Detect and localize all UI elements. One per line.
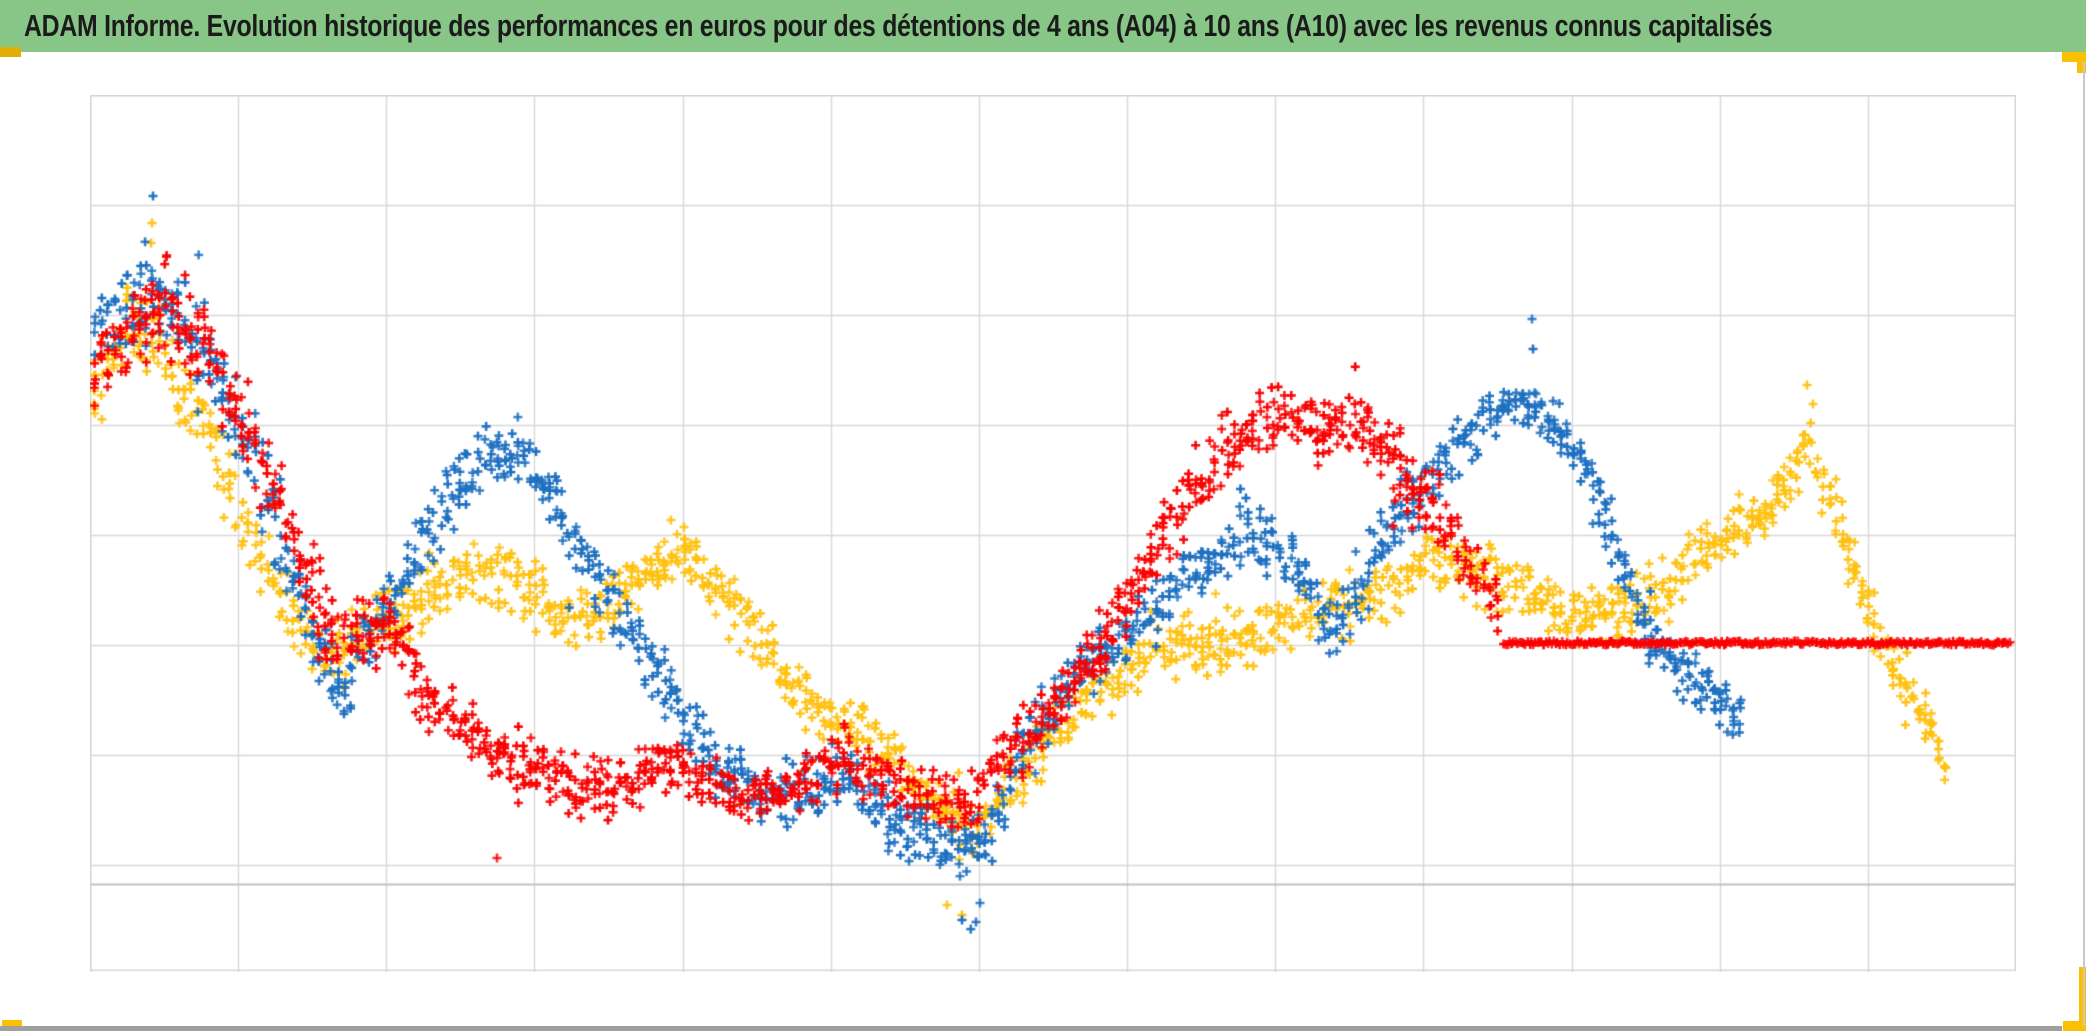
corner-mark-bottom-right-vertical xyxy=(2079,967,2086,1023)
chart-title: ADAM Informe. Evolution historique des p… xyxy=(24,8,1773,43)
right-edge-line xyxy=(2083,62,2085,1026)
chart-title-bar: ADAM Informe. Evolution historique des p… xyxy=(0,0,2086,52)
corner-mark-top-right-horizontal xyxy=(2062,52,2086,62)
corner-mark-top-left xyxy=(0,47,21,57)
corner-mark-bottom-right-horizontal xyxy=(2063,1021,2086,1031)
performance-scatter-chart[interactable] xyxy=(90,95,2016,972)
bottom-edge-bar xyxy=(0,1026,2062,1031)
corner-mark-top-right-vertical xyxy=(2077,52,2086,73)
corner-mark-bottom-left xyxy=(2,1020,22,1031)
